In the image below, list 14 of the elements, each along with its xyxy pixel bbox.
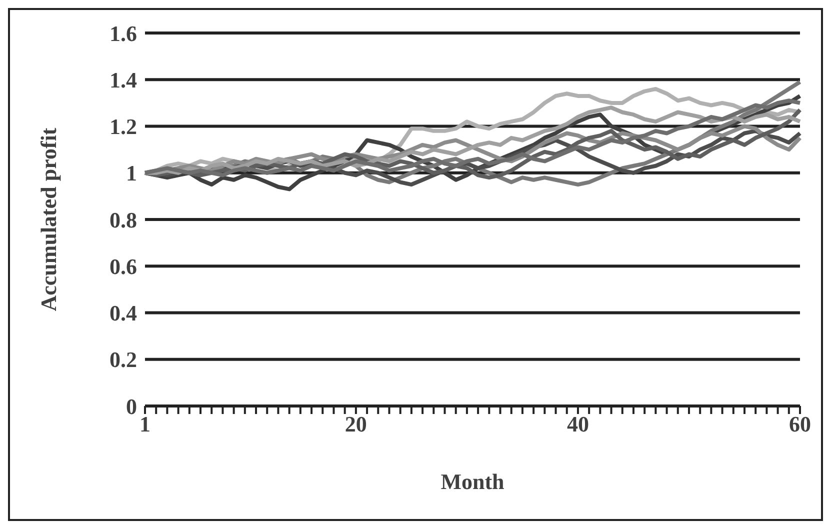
y-tick-label: 0.6	[110, 254, 137, 279]
y-tick-label: 1	[126, 160, 137, 186]
y-axis-title: Accumulated profit	[36, 127, 61, 312]
y-tick-label: 0	[126, 394, 137, 419]
y-tick-label: 1.6	[110, 20, 137, 46]
x-axis-title: Month	[440, 469, 504, 494]
x-tick-label: 40	[566, 412, 589, 437]
y-tick-label: 0.2	[110, 347, 137, 372]
x-tick-label: 20	[344, 412, 367, 437]
y-tick-label: 0.8	[110, 207, 137, 232]
y-tick-label: 1.2	[110, 114, 137, 140]
y-tick-label: 1.4	[110, 67, 137, 92]
x-tick-label: 60	[789, 412, 811, 437]
y-tick-label: 0.4	[110, 300, 137, 326]
